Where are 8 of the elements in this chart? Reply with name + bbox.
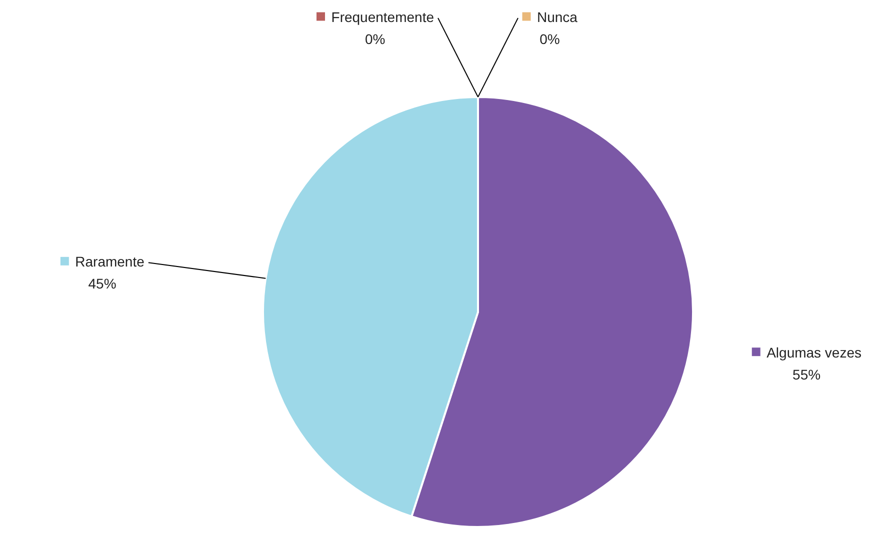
- legend-label: Nunca: [537, 9, 578, 25]
- data-label: 55%: [792, 366, 821, 382]
- legend-label: Frequentemente: [331, 9, 434, 25]
- legend-label: Algumas vezes: [766, 344, 862, 360]
- text: 0%: [540, 31, 560, 47]
- data-label: 45%: [88, 276, 116, 292]
- text: 0%: [365, 31, 386, 47]
- legend-label: Raramente: [75, 254, 145, 270]
